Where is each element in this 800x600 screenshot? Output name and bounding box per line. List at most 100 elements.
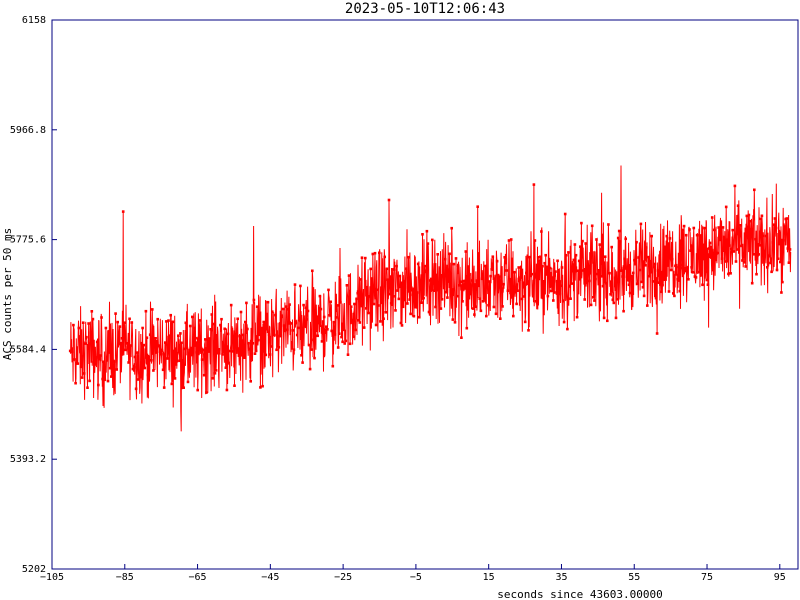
data-point [750,281,754,285]
data-point [264,353,268,357]
data-point [222,350,225,353]
data-point [342,328,345,332]
data-point [754,237,757,241]
data-point [169,313,172,317]
data-point [357,319,361,322]
data-point [579,245,582,248]
data-point [771,241,774,244]
data-point [358,321,362,324]
data-point [599,248,603,251]
data-point [460,336,463,339]
data-point [107,351,111,354]
data-point [718,238,722,242]
data-point [117,332,121,335]
data-point [85,335,88,339]
data-point [384,311,388,314]
data-point [294,321,298,325]
data-point [583,298,586,301]
data-point [198,319,202,322]
data-point [159,352,163,356]
data-point [654,296,658,300]
data-point [174,363,178,366]
data-point [438,276,442,279]
data-point [258,333,261,337]
data-point [191,315,194,319]
data-point [80,376,84,379]
data-point [129,344,132,347]
data-point [331,364,335,368]
data-point [81,321,85,324]
data-point [664,268,667,271]
x-tick-label: −65 [189,572,207,583]
data-point [273,333,276,337]
data-point [667,290,671,293]
data-point [366,298,369,302]
y-tick-label: 6158 [22,15,46,26]
data-point [180,341,183,345]
data-point [556,259,559,263]
data-point [367,311,370,315]
data-point [110,375,113,378]
data-point [519,276,523,279]
data-point [670,257,674,261]
data-point [315,316,318,319]
data-point [662,270,665,273]
data-point [401,305,405,309]
data-point [480,277,484,281]
data-point [612,301,616,305]
data-point [266,300,270,304]
data-point [442,274,446,277]
data-point [292,348,296,351]
data-point [678,289,682,293]
data-point [780,291,783,294]
data-point [284,329,287,333]
data-point [515,302,518,306]
data-point [653,262,657,266]
data-point [709,245,713,249]
data-point [584,242,587,245]
data-point [406,302,409,305]
data-point [641,286,645,289]
data-point [175,352,179,355]
data-point [603,255,607,258]
data-point [265,312,269,316]
data-point [513,270,516,274]
data-point [380,286,383,289]
data-point [238,334,242,338]
data-point [659,283,662,286]
data-point [580,221,583,225]
data-point [475,279,478,282]
data-point [88,379,91,383]
data-point [329,300,332,304]
data-point [324,328,327,331]
data-point [461,300,464,303]
data-point [199,346,203,350]
data-point [321,320,325,323]
data-point [606,319,609,323]
data-point [770,270,773,274]
data-point [473,313,476,316]
data-point [548,266,552,270]
data-point [694,276,698,279]
data-point [362,326,366,329]
data-point [408,298,411,301]
data-point [535,301,539,305]
data-point [422,296,425,300]
data-point [517,266,520,269]
data-point [552,299,555,302]
data-point [546,294,550,298]
data-point [567,251,570,254]
data-point [359,278,363,281]
x-tick-label: 35 [555,572,567,583]
data-point [483,264,487,268]
data-point [463,279,466,283]
data-point [689,249,692,252]
data-point [652,265,656,269]
data-point [365,307,368,310]
data-point [336,346,340,349]
data-point [143,366,147,370]
data-point [100,316,103,319]
data-point [589,303,593,307]
data-point [586,270,590,273]
data-point [239,310,243,314]
